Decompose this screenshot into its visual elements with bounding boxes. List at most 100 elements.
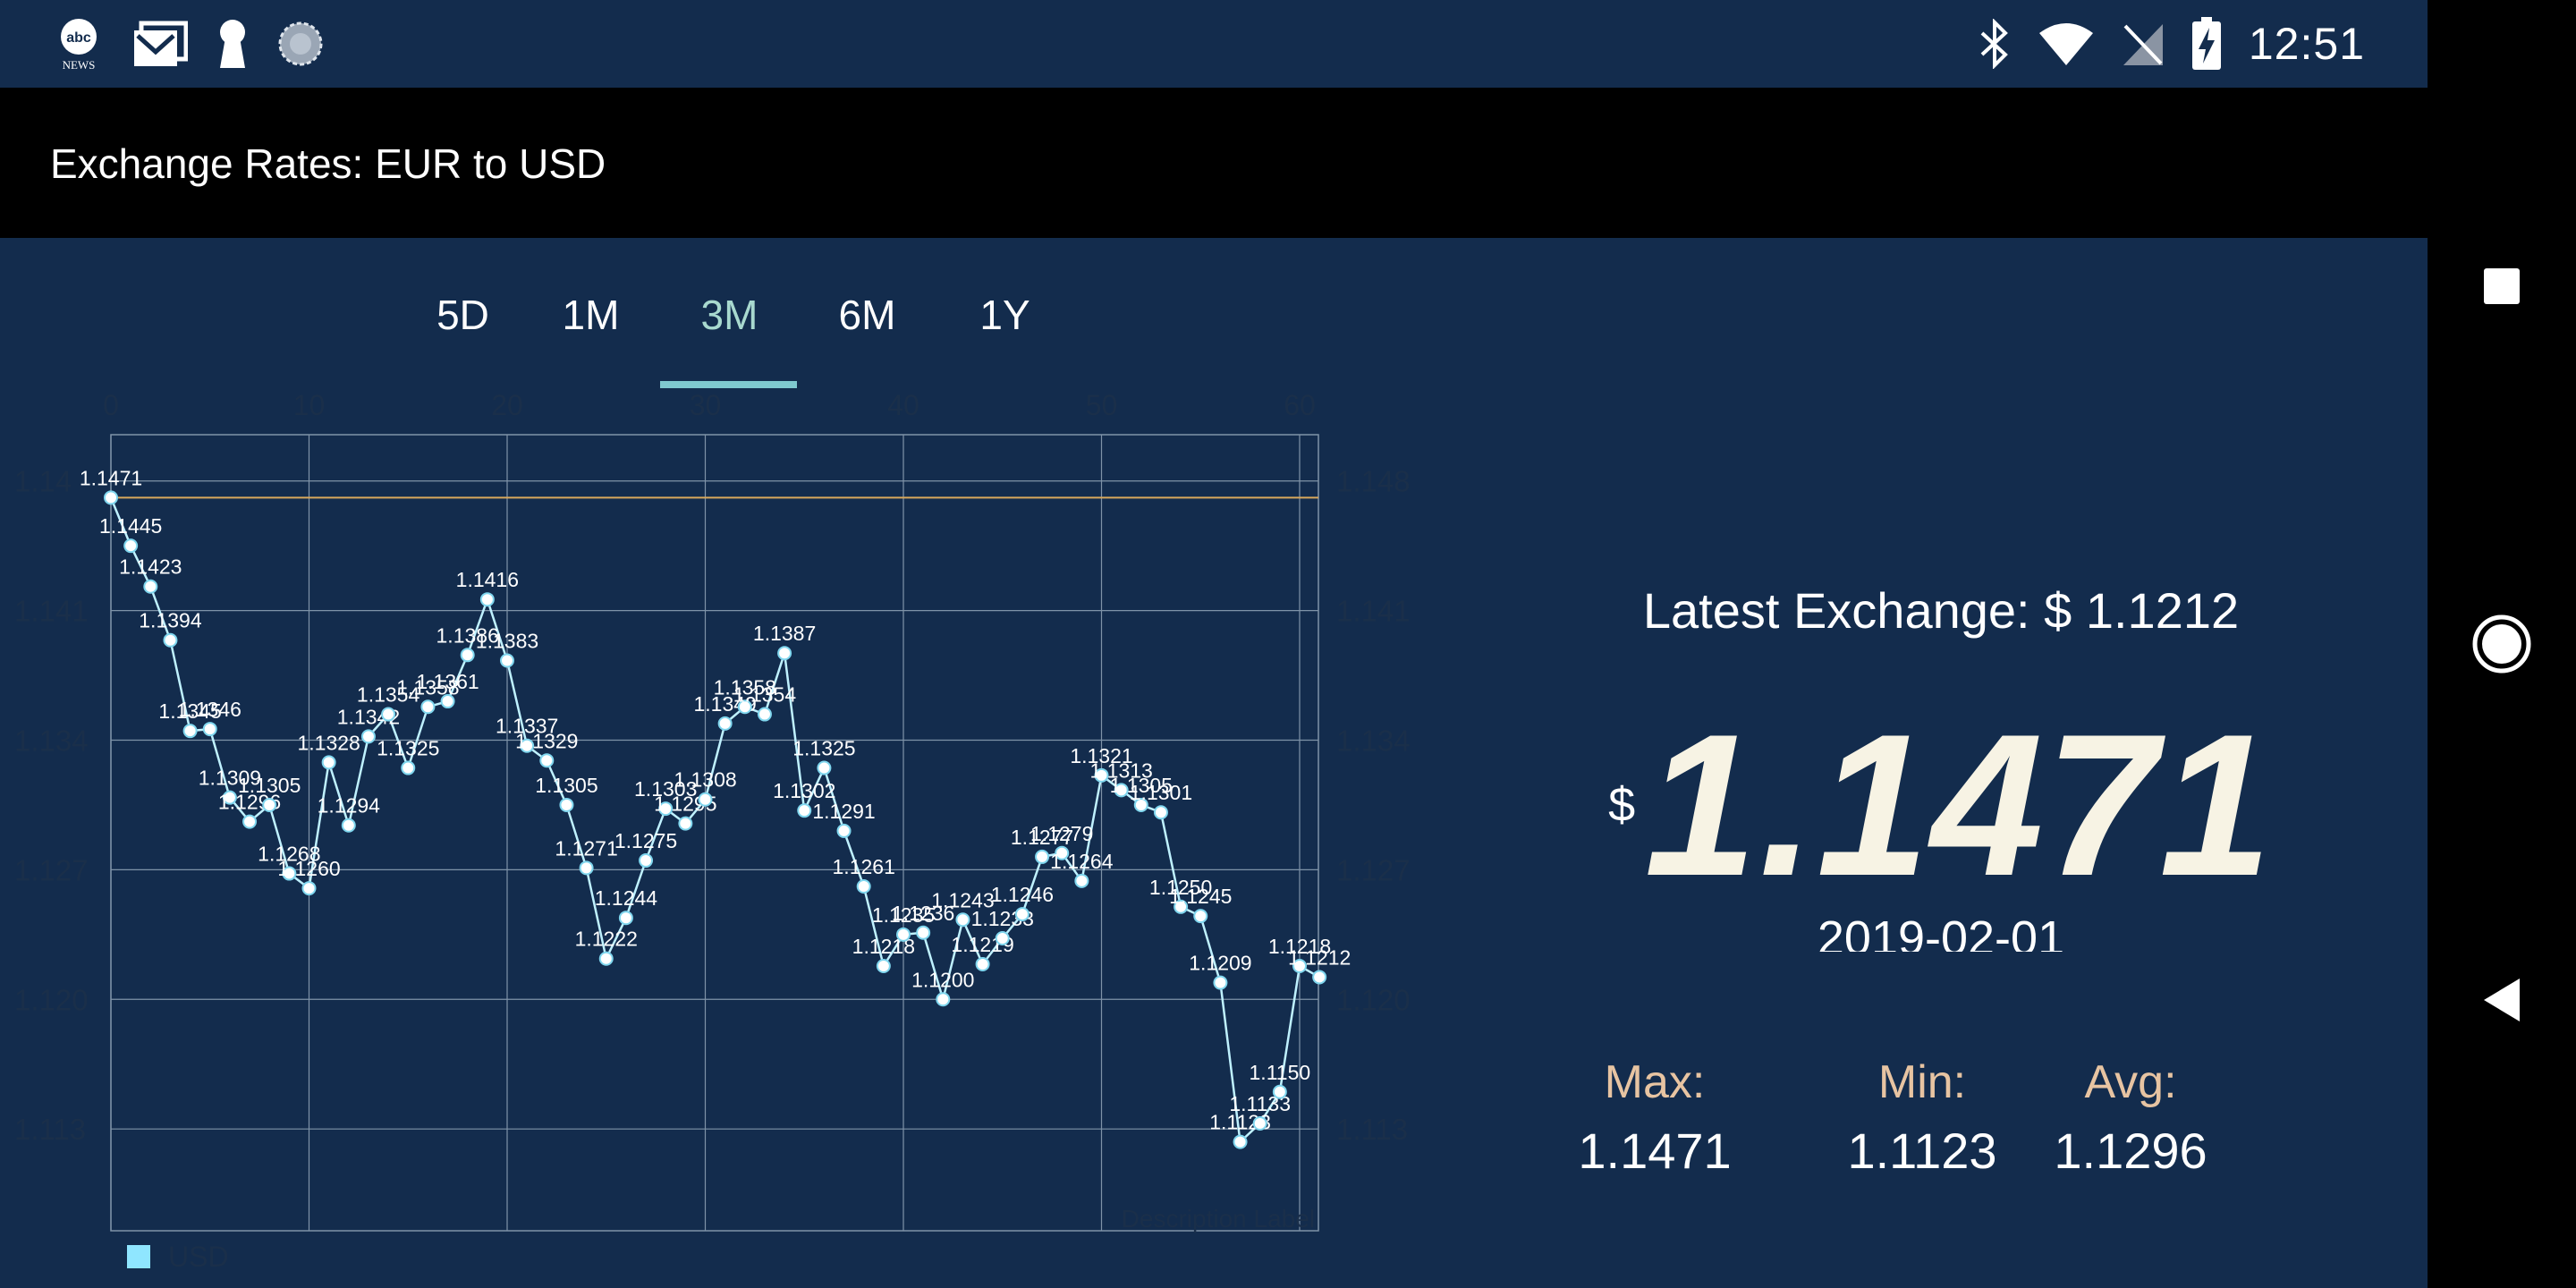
data-label: 1.1358 (714, 675, 776, 699)
data-label: 1.1471 (80, 466, 142, 489)
x-tick-label: 10 (293, 390, 326, 421)
data-point (936, 992, 951, 1007)
data-point (876, 959, 891, 974)
y-tick-label-left: 1.134 (14, 724, 89, 758)
min-value: 1.1123 (1847, 1123, 1997, 1179)
currency-symbol: $ (1608, 778, 1636, 832)
data-point (955, 912, 970, 928)
data-point (401, 760, 416, 775)
data-point (321, 755, 336, 770)
y-tick-label-right: 1.120 (1336, 983, 1411, 1016)
data-label: 1.1301 (1130, 781, 1192, 804)
data-point (1153, 805, 1168, 820)
data-point (1174, 899, 1189, 914)
data-point (777, 646, 792, 661)
data-point (1193, 909, 1208, 924)
data-point (341, 818, 356, 833)
tab-1y[interactable]: 1Y (979, 292, 1030, 338)
data-point (836, 823, 852, 838)
data-point (1213, 975, 1228, 990)
data-point (579, 860, 594, 876)
abc-news-icon: abc NEWS (61, 19, 97, 71)
app-bar: Exchange Rates: EUR to USD (0, 88, 2428, 238)
data-point (817, 760, 832, 775)
data-label: 1.1275 (614, 829, 677, 852)
keyhole-icon (220, 20, 245, 68)
data-label: 1.1329 (515, 729, 578, 752)
x-tick-label: 30 (690, 390, 722, 421)
latest-exchange-label: Latest Exchange: $ 1.1212 (1642, 582, 2240, 639)
data-label: 1.1271 (555, 836, 617, 860)
data-label: 1.1200 (911, 968, 974, 991)
min-label: Min: (1877, 1056, 1967, 1108)
data-label: 1.1445 (99, 514, 162, 538)
battery-charging-icon (2191, 17, 2221, 70)
data-label: 1.1302 (773, 779, 835, 802)
data-point (1094, 767, 1109, 783)
notification-icons: abc NEWS (54, 16, 324, 72)
summary-panel: Latest Exchange: $ 1.1212 $ 1.1471 2019-… (1521, 555, 2361, 1199)
data-point (737, 699, 752, 715)
data-point (678, 816, 693, 831)
data-point (916, 925, 931, 940)
mail-icon (134, 21, 188, 66)
tab-5d[interactable]: 5D (436, 292, 489, 338)
data-point (598, 951, 614, 966)
range-tabs: 5D 1M 3M 6M 1Y (394, 268, 1030, 392)
data-point (222, 790, 237, 805)
data-label: 1.1291 (812, 800, 875, 823)
data-point (618, 911, 633, 926)
avg-stat: Avg: 1.1296 (2014, 1055, 2247, 1180)
big-rate-value: 1.1471 (1644, 691, 2274, 918)
bluetooth-icon (1980, 19, 2008, 69)
data-label: 1.1246 (991, 883, 1054, 906)
data-point (1014, 907, 1030, 922)
data-label: 1.1328 (297, 731, 360, 754)
tab-3m[interactable]: 3M (700, 292, 758, 338)
data-point (262, 797, 277, 812)
square-icon (2484, 268, 2520, 304)
data-label: 1.1337 (496, 715, 558, 738)
data-point (500, 653, 514, 668)
data-point (1133, 797, 1148, 812)
y-tick-label-left: 1.113 (14, 1113, 86, 1146)
max-value: 1.1471 (1578, 1123, 1732, 1179)
clock: 12:51 (2248, 19, 2365, 69)
y-tick-label-right: 1.148 (1336, 465, 1411, 498)
data-point (896, 927, 911, 942)
tab-1m[interactable]: 1M (562, 292, 620, 338)
recents-button[interactable] (2428, 233, 2576, 340)
y-tick-label-right: 1.134 (1336, 724, 1411, 758)
data-point (717, 716, 733, 731)
data-label: 1.1309 (199, 767, 261, 790)
data-label: 1.1264 (1050, 850, 1114, 873)
data-label: 1.1212 (1288, 945, 1351, 969)
data-label: 1.1345 (158, 699, 221, 723)
data-point (460, 648, 475, 663)
tab-6m[interactable]: 6M (838, 292, 896, 338)
data-point (1292, 959, 1307, 974)
chart-description-label: Description Label (1122, 1205, 1315, 1233)
system-icons: 12:51 (1979, 9, 2365, 79)
data-point (698, 792, 713, 807)
data-point (381, 707, 396, 722)
data-point (123, 538, 139, 554)
data-point (975, 956, 990, 971)
data-point (658, 801, 674, 817)
data-point (420, 699, 436, 715)
y-tick-label-left: 1.14 (14, 465, 72, 498)
x-tick-label: 20 (491, 390, 523, 421)
y-tick-label-right: 1.113 (1336, 1113, 1408, 1146)
data-point (479, 592, 495, 607)
data-label: 1.1235 (872, 903, 935, 927)
data-label: 1.1218 (1268, 935, 1331, 958)
y-tick-label-left: 1.141 (14, 595, 89, 628)
svg-text:abc: abc (66, 30, 91, 46)
data-point (242, 814, 258, 829)
data-label: 1.1250 (1149, 876, 1212, 899)
home-button[interactable] (2428, 590, 2576, 698)
back-button[interactable] (2428, 946, 2576, 1054)
avg-value: 1.1296 (2054, 1123, 2207, 1179)
selected-value: $ 1.1471 (1521, 689, 2361, 918)
exchange-rate-chart[interactable]: 0 10 20 30 40 50 60 1.113 1.113 1.120 1.120 1.127 1.… (0, 390, 1431, 1288)
